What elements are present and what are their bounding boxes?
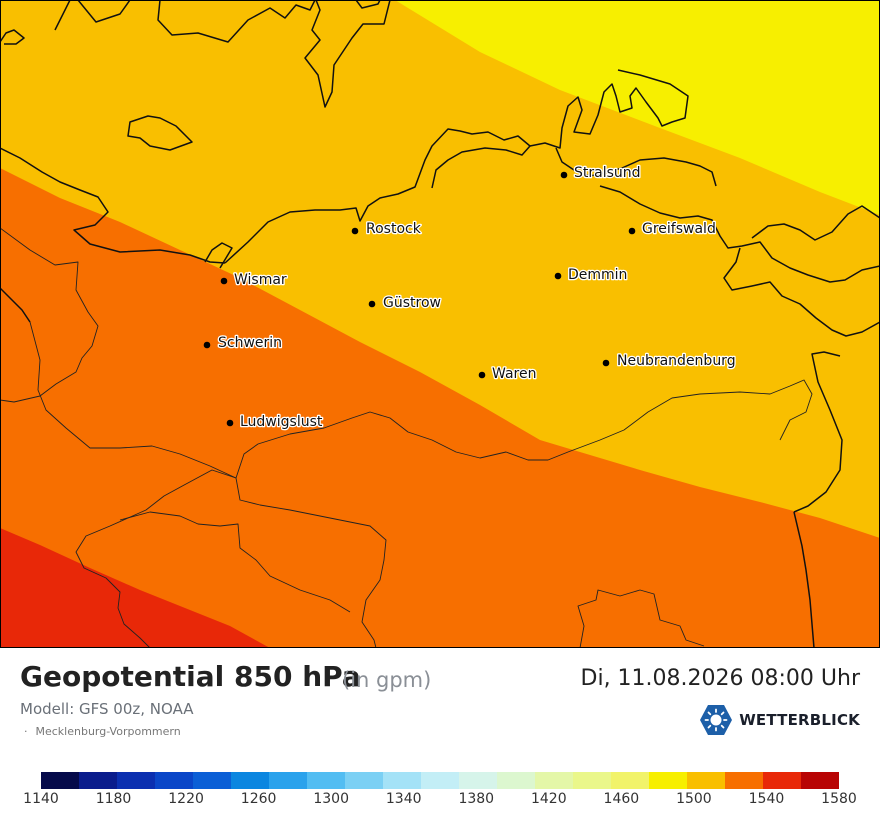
colorbar-segment <box>497 772 535 789</box>
colorbar-segment <box>649 772 687 789</box>
city-ludwigslust: Ludwigslust <box>226 413 324 431</box>
city-guestrow: Güstrow <box>368 294 442 312</box>
city-dot <box>628 227 636 235</box>
city-label: Schwerin <box>218 335 282 351</box>
colorbar-segment <box>535 772 573 789</box>
band-1500-1520 <box>395 0 880 215</box>
city-rostock: Rostock <box>351 220 423 238</box>
colorbar-tick-label: 1380 <box>458 791 495 807</box>
colorbar-segment <box>231 772 269 789</box>
city-label: Demmin <box>568 267 627 283</box>
city-dot <box>602 359 610 367</box>
region-label: · Mecklenburg-Vorpommern <box>24 725 181 738</box>
colorbar-tick-label: 1500 <box>676 791 712 807</box>
region-name: Mecklenburg-Vorpommern <box>35 725 181 738</box>
colorbar-tick-label: 1220 <box>168 791 204 807</box>
city-label: Greifswald <box>642 221 716 237</box>
brand-logo: WETTERBLICK <box>699 704 860 736</box>
city-label: Neubrandenburg <box>617 353 736 369</box>
colorbar-segment <box>155 772 193 789</box>
coastlines <box>0 0 880 648</box>
colorbar-segment <box>117 772 155 789</box>
city-dot <box>368 300 376 308</box>
colorbar-tick-label: 1180 <box>95 791 132 807</box>
colorbar-segment <box>79 772 117 789</box>
colorbar-segment <box>611 772 649 789</box>
map-title: Geopotential 850 hPa <box>20 660 361 693</box>
band-1540-1560 <box>0 168 880 648</box>
geopotential-bands <box>0 0 880 648</box>
colorbar-tick-label: 1540 <box>748 791 785 807</box>
city-dot <box>560 171 568 179</box>
colorbar-segment <box>801 772 839 789</box>
city-label: Wismar <box>234 272 287 288</box>
hexagon-sun-icon <box>700 705 733 735</box>
colorbar-ticks: 1140 1180 1220 1260 1300 1340 1380 1420 1460 1500… <box>0 791 880 811</box>
colorbar-segment <box>269 772 307 789</box>
city-dot <box>351 227 359 235</box>
city-label: Rostock <box>366 221 422 237</box>
colorbar-tick-label: 1340 <box>385 791 422 807</box>
colorbar-segment <box>725 772 763 789</box>
city-dot <box>554 272 562 280</box>
brand-name: WETTERBLICK <box>739 711 860 729</box>
city-label: Stralsund <box>574 165 641 181</box>
model-info: Modell: GFS 00z, NOAA <box>20 700 194 718</box>
city-waren: Waren <box>478 365 538 383</box>
city-dot <box>203 341 211 349</box>
colorbar-segment <box>193 772 231 789</box>
map-unit: (in gpm) <box>342 668 432 692</box>
city-label: Güstrow <box>383 295 441 311</box>
city-dot <box>226 419 234 427</box>
colorbar-segment <box>421 772 459 789</box>
city-label: Waren <box>492 366 536 382</box>
city-wismar: Wismar <box>220 271 288 289</box>
colorbar-segment <box>345 772 383 789</box>
colorbar-tick-label: 1140 <box>23 791 59 807</box>
city-stralsund: Stralsund <box>560 164 642 182</box>
colorbar-segment <box>459 772 497 789</box>
colorbar-tick-label: 1420 <box>530 791 567 807</box>
colorbar-segment <box>307 772 345 789</box>
colorbar-tick-label: 1300 <box>313 791 349 807</box>
city-dot <box>478 371 486 379</box>
band-1560-1580 <box>0 528 270 648</box>
city-neubrandenburg: Neubrandenburg <box>602 352 737 370</box>
bullet-icon: · <box>24 725 28 738</box>
borders <box>0 227 813 648</box>
city-label: Ludwigslust <box>240 414 323 430</box>
map: Stralsund Greifswald Rostock Wismar Demm… <box>0 0 880 648</box>
colorbar-segment <box>383 772 421 789</box>
city-greifswald: Greifswald <box>628 220 717 238</box>
colorbar-tick-label: 1460 <box>603 791 640 807</box>
city-markers: Stralsund Greifswald Rostock Wismar Demm… <box>203 164 737 431</box>
colorbar-segment <box>573 772 611 789</box>
colorbar-tick-label: 1260 <box>240 791 277 807</box>
city-schwerin: Schwerin <box>203 334 283 352</box>
colorbar-tick-label: 1580 <box>821 791 857 807</box>
colorbar-segment <box>41 772 79 789</box>
colorbar-segment <box>687 772 725 789</box>
colorbar-segment <box>763 772 801 789</box>
legend-footer: Geopotential 850 hPa (in gpm) Di, 11.08.… <box>0 648 880 830</box>
city-demmin: Demmin <box>554 266 629 284</box>
forecast-datetime: Di, 11.08.2026 08:00 Uhr <box>580 666 860 691</box>
city-dot <box>220 277 228 285</box>
colorbar <box>41 772 839 789</box>
